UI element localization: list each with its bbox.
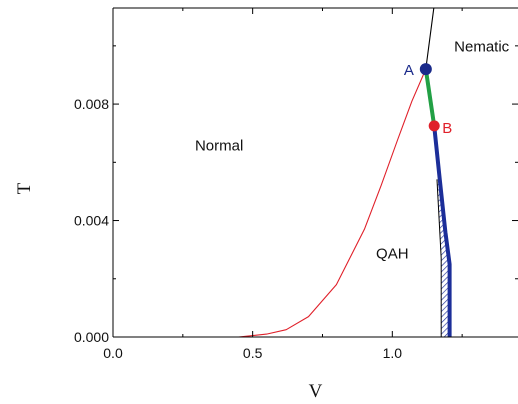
- series-line-thin-black: [425, 8, 435, 70]
- y-tick-label: 0.008: [74, 96, 109, 112]
- series-line-thick-blue: [432, 123, 452, 337]
- point-label-b: B: [442, 120, 452, 137]
- region-label-nematic: Nematic: [454, 39, 510, 56]
- series-line-thin-black-left: [436, 179, 442, 337]
- hatched-region: [437, 179, 450, 337]
- point-label-a: A: [404, 62, 414, 79]
- series-line-thin-red: [113, 68, 427, 337]
- x-tick-label: 1.0: [383, 345, 403, 361]
- region-label-normal: Normal: [195, 138, 243, 155]
- y-tick-label: 0.004: [74, 213, 109, 229]
- series-line-thick-green: [423, 67, 437, 128]
- region-label-qah: QAH: [376, 245, 409, 262]
- y-axis-title: T: [14, 182, 35, 194]
- axes: 0.0 0.5 1.0 0.000 0.004 0.008 V T: [14, 7, 518, 402]
- labels: Normal QAH Nematic A B: [195, 39, 510, 263]
- y-tick-label: 0.000: [74, 329, 109, 345]
- x-tick-label: 0.0: [103, 345, 123, 361]
- x-tick-label: 0.5: [243, 345, 263, 361]
- plot-area: [113, 8, 452, 337]
- x-axis-title: V: [309, 381, 323, 402]
- point-marker-b: [428, 120, 440, 132]
- point-marker-a: [419, 63, 432, 76]
